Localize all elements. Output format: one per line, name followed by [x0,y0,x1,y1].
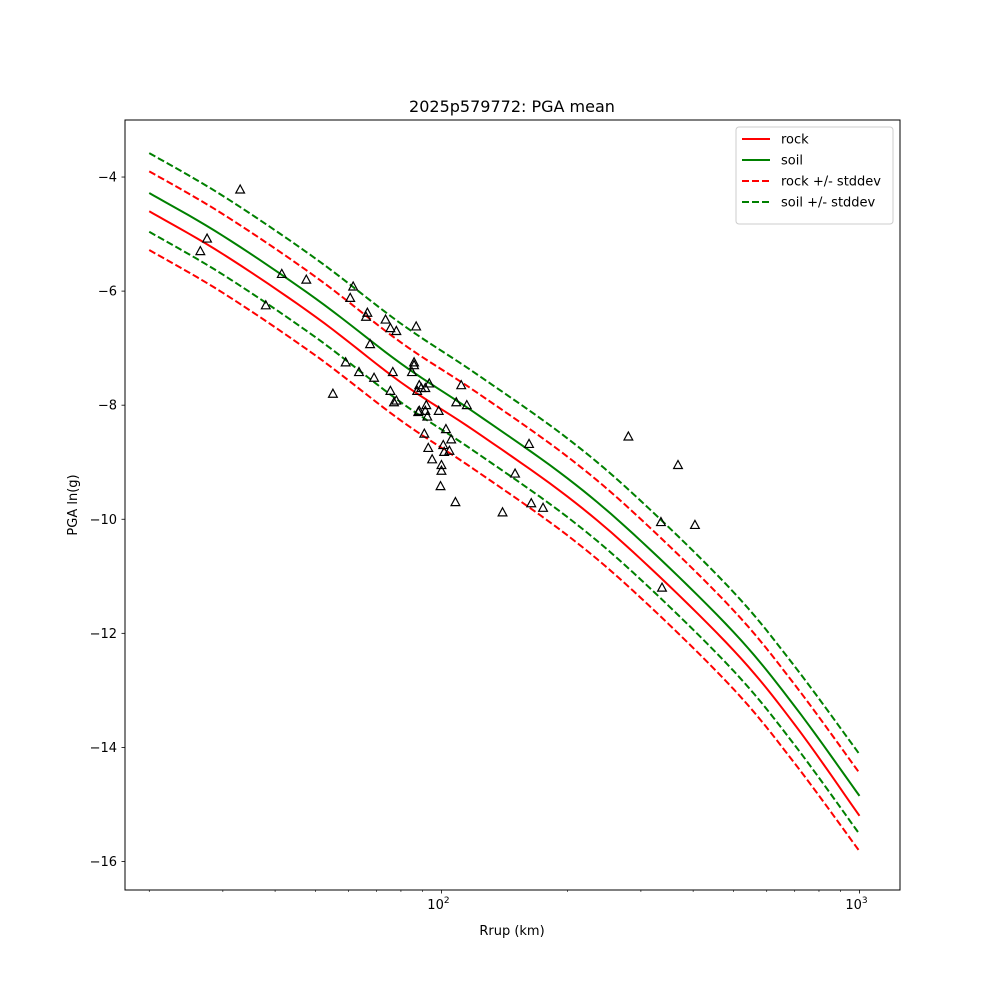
y-tick-label: −14 [90,741,117,756]
observation-point [426,453,438,464]
observation-point [410,320,422,331]
observation-point [422,442,434,453]
observation-point [387,366,399,377]
y-axis: −4 −6 −8 −10 −12 −14 −16 [90,171,125,870]
observation-point [450,396,462,407]
observation-point [300,273,312,284]
observation-point [421,410,433,421]
y-tick-label: −8 [98,399,117,414]
observation-point [436,464,447,475]
observation-point [390,325,402,336]
observation-point [672,459,684,470]
x-axis-label: Rrup (km) [479,924,544,939]
observation-point [411,385,423,395]
y-tick-label: −4 [98,171,117,186]
observation-point [380,313,391,324]
observation-point [420,399,432,410]
observation-point [525,497,537,508]
y-tick-label: −6 [98,285,117,300]
observation-point [390,394,402,405]
x-axis: 102 103 [148,890,868,913]
legend: rock soil rock +/- stddev soil +/- stddev [735,126,894,225]
x-tick-label: 103 [845,896,867,913]
x-tick-label: 102 [427,896,449,913]
series-line-rock-0 [148,210,861,817]
observation-point [340,356,352,367]
observation-point [194,245,206,256]
observation-point [327,387,339,398]
observation-point [276,268,288,279]
observation-point [406,366,418,377]
observation-point [413,405,425,415]
observation-point [509,467,521,478]
observation-point [622,430,634,441]
chart-title: 2025p579772: PGA mean [409,97,615,116]
observation-point [423,377,435,388]
series-line-soil-stddev-4 [148,152,861,755]
observation-point [344,292,356,303]
observation-point [361,306,373,317]
series-line-rock-stddev-3 [148,249,861,852]
observation-point [656,581,668,592]
legend-box [735,126,894,225]
observation-point [436,459,447,470]
series-line-soil-stddev-5 [148,230,861,835]
observation-point [523,438,535,449]
observation-point [388,396,400,407]
series-line-rock-stddev-2 [148,170,861,774]
observation-point [444,444,455,455]
y-tick-label: −10 [90,513,117,528]
observation-point [435,480,446,491]
legend-label: rock +/- stddev [781,175,881,190]
y-tick-label: −12 [90,627,117,642]
observation-point [364,338,376,349]
observation-point [368,371,380,382]
observation-point [455,379,467,390]
y-axis-label: PGA ln(g) [66,474,81,535]
observation-point [408,356,420,367]
observation-point [440,423,452,434]
observation-point [418,427,430,438]
observation-point [450,496,461,507]
observation-point [201,232,213,243]
observation-point [445,433,457,444]
observation-point [385,385,396,395]
plot-area [148,152,861,852]
observation-point [537,501,549,512]
observation-point [433,405,445,415]
axes-frame [124,119,901,891]
legend-label: soil +/- stddev [781,196,876,211]
observation-point [347,280,359,291]
legend-label: rock [781,133,809,148]
observation-point [353,366,365,377]
observation-point [497,506,508,517]
observation-point [461,399,473,410]
observation-point [234,183,246,194]
observation-point [260,299,272,310]
observation-point [385,322,396,333]
observation-point [655,516,667,527]
observation-point [408,359,420,370]
legend-label: soil [781,154,803,169]
observation-point [689,519,701,530]
series-line-soil-1 [148,192,861,797]
y-tick-label: −16 [90,855,117,870]
observation-point [419,405,431,415]
series-group [148,152,861,852]
